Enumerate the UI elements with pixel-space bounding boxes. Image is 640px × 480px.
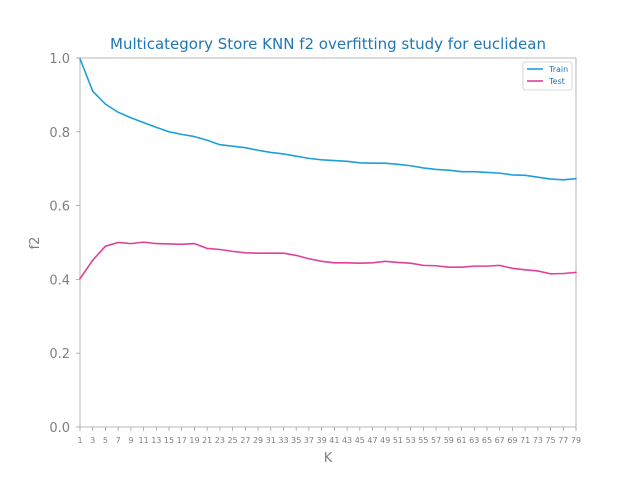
x-tick-label: 31 xyxy=(266,436,276,445)
x-tick-label: 67 xyxy=(495,436,505,445)
x-tick-label: 33 xyxy=(278,436,288,445)
x-tick-label: 75 xyxy=(545,436,555,445)
x-tick-label: 15 xyxy=(164,436,174,445)
x-tick-label: 29 xyxy=(253,436,263,445)
y-tick-label: 0.2 xyxy=(49,347,70,362)
x-tick-label: 63 xyxy=(469,436,479,445)
plot-area: 0.00.20.40.60.81.01 3 5 7 9 11 13 15 17 19 21 23 25 2… xyxy=(49,52,581,445)
y-tick-label: 0.0 xyxy=(49,421,70,436)
y-tick-label: 1.0 xyxy=(49,52,70,67)
x-tick-label: 39 xyxy=(317,436,327,445)
x-tick-label: 41 xyxy=(329,436,339,445)
x-tick-label: 11 xyxy=(138,436,148,445)
x-tick-label: 23 xyxy=(215,436,225,445)
x-tick-label: 57 xyxy=(431,436,441,445)
legend-label-train: Train xyxy=(548,65,568,74)
legend: Train Test xyxy=(522,61,573,91)
x-tick-label: 69 xyxy=(507,436,517,445)
x-tick-label: 27 xyxy=(240,436,250,445)
x-tick-label: 51 xyxy=(393,436,403,445)
x-tick-label: 7 xyxy=(116,436,121,445)
chart-title: Multicategory Store KNN f2 overfitting s… xyxy=(110,35,546,53)
x-axis-label: K xyxy=(324,451,333,466)
x-tick-label: 55 xyxy=(418,436,428,445)
x-tick-label: 47 xyxy=(367,436,377,445)
x-tick-label: 43 xyxy=(342,436,352,445)
y-tick-label: 0.6 xyxy=(49,200,70,215)
x-tick-label: 73 xyxy=(533,436,543,445)
y-tick-label: 0.8 xyxy=(49,126,70,141)
x-tick-label: 49 xyxy=(380,436,390,445)
x-tick-label: 19 xyxy=(189,436,199,445)
x-tick-label: 9 xyxy=(128,436,133,445)
legend-label-test: Test xyxy=(548,77,565,86)
x-tick-label: 65 xyxy=(482,436,492,445)
x-tick-label: 1 xyxy=(77,436,82,445)
y-axis-label: f2 xyxy=(28,237,43,250)
x-tick-label: 17 xyxy=(177,436,187,445)
x-tick-label: 45 xyxy=(355,436,365,445)
x-tick-label: 59 xyxy=(444,436,454,445)
series-line-test xyxy=(79,241,577,280)
x-tick-label: 3 xyxy=(90,436,95,445)
x-tick-label: 13 xyxy=(151,436,161,445)
x-tick-label: 37 xyxy=(304,436,314,445)
x-tick-label: 5 xyxy=(103,436,108,445)
x-tick-label: 21 xyxy=(202,436,212,445)
x-tick-label: 53 xyxy=(406,436,416,445)
x-tick-label: 25 xyxy=(228,436,238,445)
series-line-train xyxy=(79,57,577,181)
x-tick-label: 77 xyxy=(558,436,568,445)
x-tick-label: 71 xyxy=(520,436,530,445)
x-tick-label: 79 xyxy=(571,436,581,445)
x-tick-label: 61 xyxy=(456,436,466,445)
x-tick-label: 35 xyxy=(291,436,301,445)
y-tick-label: 0.4 xyxy=(49,273,70,288)
